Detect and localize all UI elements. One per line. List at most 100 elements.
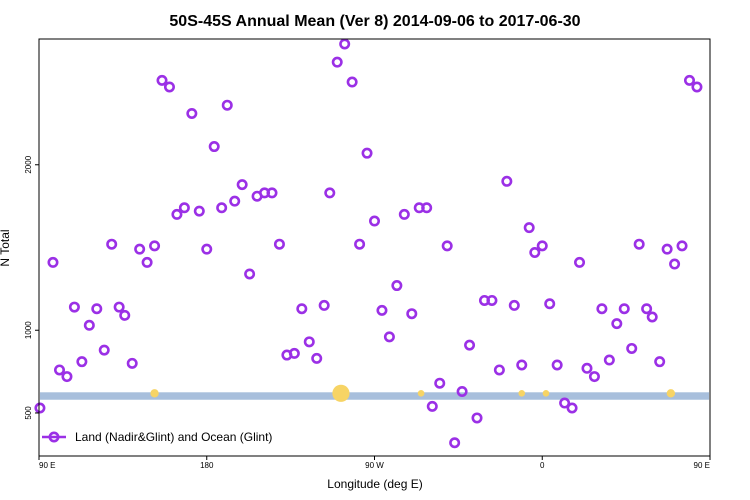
data-point xyxy=(288,347,300,359)
band-marker xyxy=(150,389,159,398)
data-point xyxy=(456,385,468,397)
data-point xyxy=(216,202,228,214)
data-point xyxy=(618,303,630,315)
data-point xyxy=(126,357,138,369)
data-point xyxy=(633,238,645,250)
band-marker xyxy=(666,389,676,398)
data-point xyxy=(449,437,461,449)
x-tick-label: 0 xyxy=(540,461,545,470)
data-point xyxy=(318,299,330,311)
data-point xyxy=(544,298,556,310)
data-point xyxy=(208,141,220,153)
data-point xyxy=(551,359,563,371)
data-point xyxy=(626,342,638,354)
data-point xyxy=(588,371,600,383)
data-point xyxy=(383,331,395,343)
x-tick-label: 90 W xyxy=(365,461,384,470)
data-point xyxy=(516,359,528,371)
data-point xyxy=(163,81,175,93)
data-point xyxy=(501,175,513,187)
y-tick-label: 500 xyxy=(24,406,33,420)
data-point xyxy=(106,238,118,250)
data-point xyxy=(603,354,615,366)
data-point xyxy=(134,243,146,255)
data-point xyxy=(368,215,380,227)
data-point xyxy=(141,256,153,268)
x-tick-label: 90 E xyxy=(39,461,55,470)
data-point xyxy=(493,364,505,376)
data-point xyxy=(346,76,358,88)
data-point xyxy=(669,258,681,270)
data-point xyxy=(266,187,278,199)
data-point xyxy=(426,400,438,412)
data-point xyxy=(201,243,213,255)
data-point xyxy=(61,371,73,383)
data-point xyxy=(508,299,520,311)
data-point xyxy=(406,308,418,320)
legend-label: Land (Nadir&Glint) and Ocean (Glint) xyxy=(75,430,272,444)
data-point xyxy=(581,362,593,374)
data-point xyxy=(361,147,373,159)
data-point xyxy=(119,309,131,321)
data-point xyxy=(68,301,80,313)
data-point xyxy=(193,205,205,217)
data-point xyxy=(156,74,168,86)
data-point xyxy=(221,99,233,111)
y-tick-label: 2000 xyxy=(24,155,33,173)
data-point xyxy=(654,356,666,368)
data-point xyxy=(376,304,388,316)
data-point xyxy=(434,377,446,389)
band-marker xyxy=(518,389,526,397)
data-point xyxy=(244,268,256,280)
data-point xyxy=(471,412,483,424)
chart-title: 50S-45S Annual Mean (Ver 8) 2014-09-06 t… xyxy=(169,13,580,30)
data-point xyxy=(566,402,578,414)
data-point xyxy=(464,339,476,351)
data-point xyxy=(596,303,608,315)
data-point xyxy=(186,107,198,119)
data-point xyxy=(536,240,548,252)
data-point xyxy=(324,187,336,199)
data-point xyxy=(54,364,66,376)
data-point xyxy=(574,256,586,268)
data-point xyxy=(676,240,688,252)
data-point xyxy=(354,238,366,250)
band-layer xyxy=(40,384,709,402)
data-point xyxy=(34,402,46,414)
x-tick-label: 90 E xyxy=(694,461,710,470)
y-axis: 500 1000 2000 xyxy=(24,155,39,420)
data-point xyxy=(47,256,59,268)
data-point xyxy=(683,74,695,86)
data-point xyxy=(331,56,343,68)
data-point xyxy=(229,195,241,207)
x-axis-label: Longitude (deg E) xyxy=(327,477,422,491)
data-point xyxy=(273,238,285,250)
data-point xyxy=(91,303,103,315)
data-point xyxy=(178,202,190,214)
data-point xyxy=(529,246,541,258)
data-point xyxy=(76,356,88,368)
data-point xyxy=(559,397,571,409)
data-point xyxy=(441,240,453,252)
data-point xyxy=(391,280,403,292)
x-axis: 90 E 180 90 W 0 90 E xyxy=(38,456,711,470)
data-point xyxy=(236,179,248,191)
data-point xyxy=(646,311,658,323)
data-point xyxy=(311,352,323,364)
data-point xyxy=(149,240,161,252)
data-point xyxy=(83,319,95,331)
data-point xyxy=(486,294,498,306)
data-point xyxy=(691,81,703,93)
x-tick-label: 180 xyxy=(200,461,214,470)
data-point xyxy=(303,336,315,348)
data-point xyxy=(113,301,125,313)
points-layer xyxy=(34,38,703,449)
legend-marker-icon xyxy=(48,431,60,443)
band-marker xyxy=(332,384,350,402)
y-tick-label: 1000 xyxy=(24,321,33,339)
data-point xyxy=(98,344,110,356)
band-marker xyxy=(542,389,550,397)
data-point xyxy=(611,318,623,330)
data-point xyxy=(661,243,673,255)
